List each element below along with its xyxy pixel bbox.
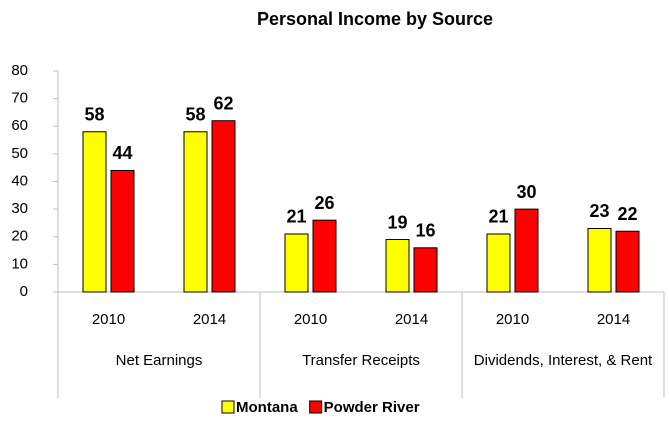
y-tick-label: 30 <box>11 200 28 217</box>
group-label: Net Earnings <box>115 352 203 369</box>
bar <box>514 208 539 293</box>
bar <box>615 230 640 293</box>
y-tick-label: 70 <box>11 90 28 107</box>
y-tick-label: 50 <box>11 145 28 162</box>
value-label: 44 <box>112 143 132 163</box>
y-tick-label: 10 <box>11 255 28 272</box>
bar <box>110 169 135 293</box>
value-label: 21 <box>488 207 508 227</box>
x-tick-label: 2010 <box>294 311 327 328</box>
legend-label: Montana <box>236 399 298 416</box>
group-label: Dividends, Interest, & Rent <box>473 352 653 369</box>
value-label: 21 <box>286 207 306 227</box>
y-tick-label: 60 <box>11 117 28 134</box>
value-label: 16 <box>415 221 435 241</box>
y-tick-label: 0 <box>20 283 28 300</box>
legend-swatch <box>221 400 235 414</box>
group-label: Transfer Receipts <box>302 352 420 369</box>
bar <box>211 120 236 293</box>
legend-label: Powder River <box>324 399 420 416</box>
value-label: 58 <box>84 105 104 125</box>
value-label: 19 <box>387 212 407 232</box>
bar <box>413 247 438 293</box>
bar <box>312 219 337 293</box>
legend-swatch <box>309 400 323 414</box>
value-label: 22 <box>617 204 637 224</box>
x-tick-label: 2010 <box>92 311 125 328</box>
x-tick-label: 2010 <box>496 311 529 328</box>
x-tick-label: 2014 <box>597 311 630 328</box>
value-label: 30 <box>516 182 536 202</box>
x-tick-label: 2014 <box>395 311 428 328</box>
value-label: 58 <box>185 105 205 125</box>
bar <box>284 233 309 293</box>
bar <box>486 233 511 293</box>
y-tick-label: 80 <box>11 62 28 79</box>
value-label: 26 <box>314 193 334 213</box>
x-tick-label: 2014 <box>193 311 226 328</box>
bar <box>82 131 107 293</box>
bar <box>385 239 410 293</box>
value-label: 62 <box>213 93 233 113</box>
bar <box>587 227 612 293</box>
value-label: 23 <box>589 201 609 221</box>
y-tick-label: 20 <box>11 228 28 245</box>
y-tick-label: 40 <box>11 172 28 189</box>
bar <box>183 131 208 293</box>
chart-title: Personal Income by Source <box>257 9 493 29</box>
